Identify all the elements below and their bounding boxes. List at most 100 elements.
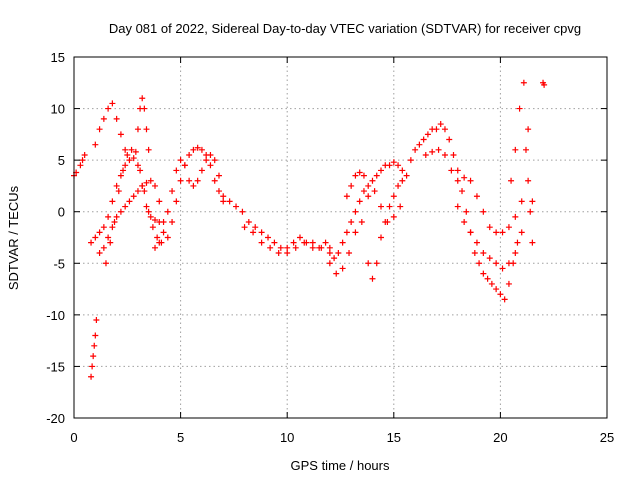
data-point [122, 146, 129, 153]
data-point [301, 239, 308, 246]
data-point [109, 224, 116, 231]
data-point [326, 249, 333, 256]
data-point [258, 239, 265, 246]
data-point [378, 203, 385, 210]
data-point [126, 198, 133, 205]
data-point [448, 167, 455, 174]
y-tick-label: -10 [46, 308, 65, 323]
data-point [505, 260, 512, 267]
data-point [134, 162, 141, 169]
data-point [378, 167, 385, 174]
data-point [275, 249, 282, 256]
data-point [190, 182, 197, 189]
series-track-j [331, 159, 410, 262]
data-point [529, 239, 536, 246]
data-point [395, 162, 402, 169]
y-tick-label: 0 [58, 205, 65, 220]
data-point [512, 249, 519, 256]
y-tick-label: 15 [51, 50, 65, 65]
data-point [77, 162, 84, 169]
data-point [348, 182, 355, 189]
data-point [239, 208, 246, 215]
data-point [403, 172, 410, 179]
data-point [141, 105, 148, 112]
data-point [102, 260, 109, 267]
data-point [309, 244, 316, 251]
series-track-f [134, 95, 152, 153]
data-point [122, 162, 129, 169]
data-point [326, 244, 333, 251]
data-point [514, 239, 521, 246]
series-track-i [241, 224, 333, 256]
data-point [454, 203, 461, 210]
data-point [186, 151, 193, 158]
data-point [96, 249, 103, 256]
data-point [211, 177, 218, 184]
data-point [290, 239, 297, 246]
data-point [198, 146, 205, 153]
data-point [215, 172, 222, 179]
data-point [296, 234, 303, 241]
data-point [429, 148, 436, 155]
series-track-g [152, 151, 222, 251]
x-tick-label: 0 [70, 430, 77, 445]
data-point [454, 167, 461, 174]
data-point [480, 270, 487, 277]
data-point [499, 265, 506, 272]
data-point [420, 136, 427, 143]
series-track-q [522, 146, 536, 246]
data-point [416, 141, 423, 148]
data-point [371, 188, 378, 195]
y-tick-label: 5 [58, 153, 65, 168]
y-tick-label: -5 [53, 256, 65, 271]
data-point [422, 151, 429, 158]
data-point [484, 275, 491, 282]
data-point [181, 162, 188, 169]
data-point [505, 224, 512, 231]
data-point [284, 244, 291, 251]
series-track-r [71, 79, 548, 179]
y-tick-label: 10 [51, 102, 65, 117]
data-point [373, 172, 380, 179]
data-layer [71, 79, 548, 380]
data-point [122, 203, 129, 210]
data-point [145, 146, 152, 153]
data-point [525, 126, 532, 133]
data-point [215, 188, 222, 195]
series-track-b [102, 146, 165, 267]
y-tick-label: -15 [46, 359, 65, 374]
data-point [115, 188, 122, 195]
data-point [152, 182, 159, 189]
data-point [113, 182, 120, 189]
data-point [107, 239, 114, 246]
data-point [461, 219, 468, 226]
data-point [331, 255, 338, 262]
data-point [111, 219, 118, 226]
data-point [386, 162, 393, 169]
data-point [346, 249, 353, 256]
data-point [467, 177, 474, 184]
data-point [186, 177, 193, 184]
x-axis-label: GPS time / hours [291, 458, 390, 473]
data-point [348, 219, 355, 226]
data-point [93, 317, 100, 324]
data-point [152, 216, 159, 223]
data-point [473, 193, 480, 200]
grid-layer [74, 57, 607, 418]
data-point [441, 151, 448, 158]
data-point [105, 213, 112, 220]
data-point [529, 198, 536, 205]
data-point [226, 198, 233, 205]
data-point [277, 244, 284, 251]
x-tick-label: 20 [493, 430, 507, 445]
plot-frame [73, 56, 608, 419]
data-point [90, 353, 97, 360]
data-point [407, 157, 414, 164]
data-point [89, 363, 96, 370]
data-point [499, 229, 506, 236]
y-axis-label: SDTVAR / TECUs [6, 185, 21, 290]
data-point [284, 249, 291, 256]
y-tick-label: -20 [46, 411, 65, 426]
data-point [203, 157, 210, 164]
data-point [450, 151, 457, 158]
